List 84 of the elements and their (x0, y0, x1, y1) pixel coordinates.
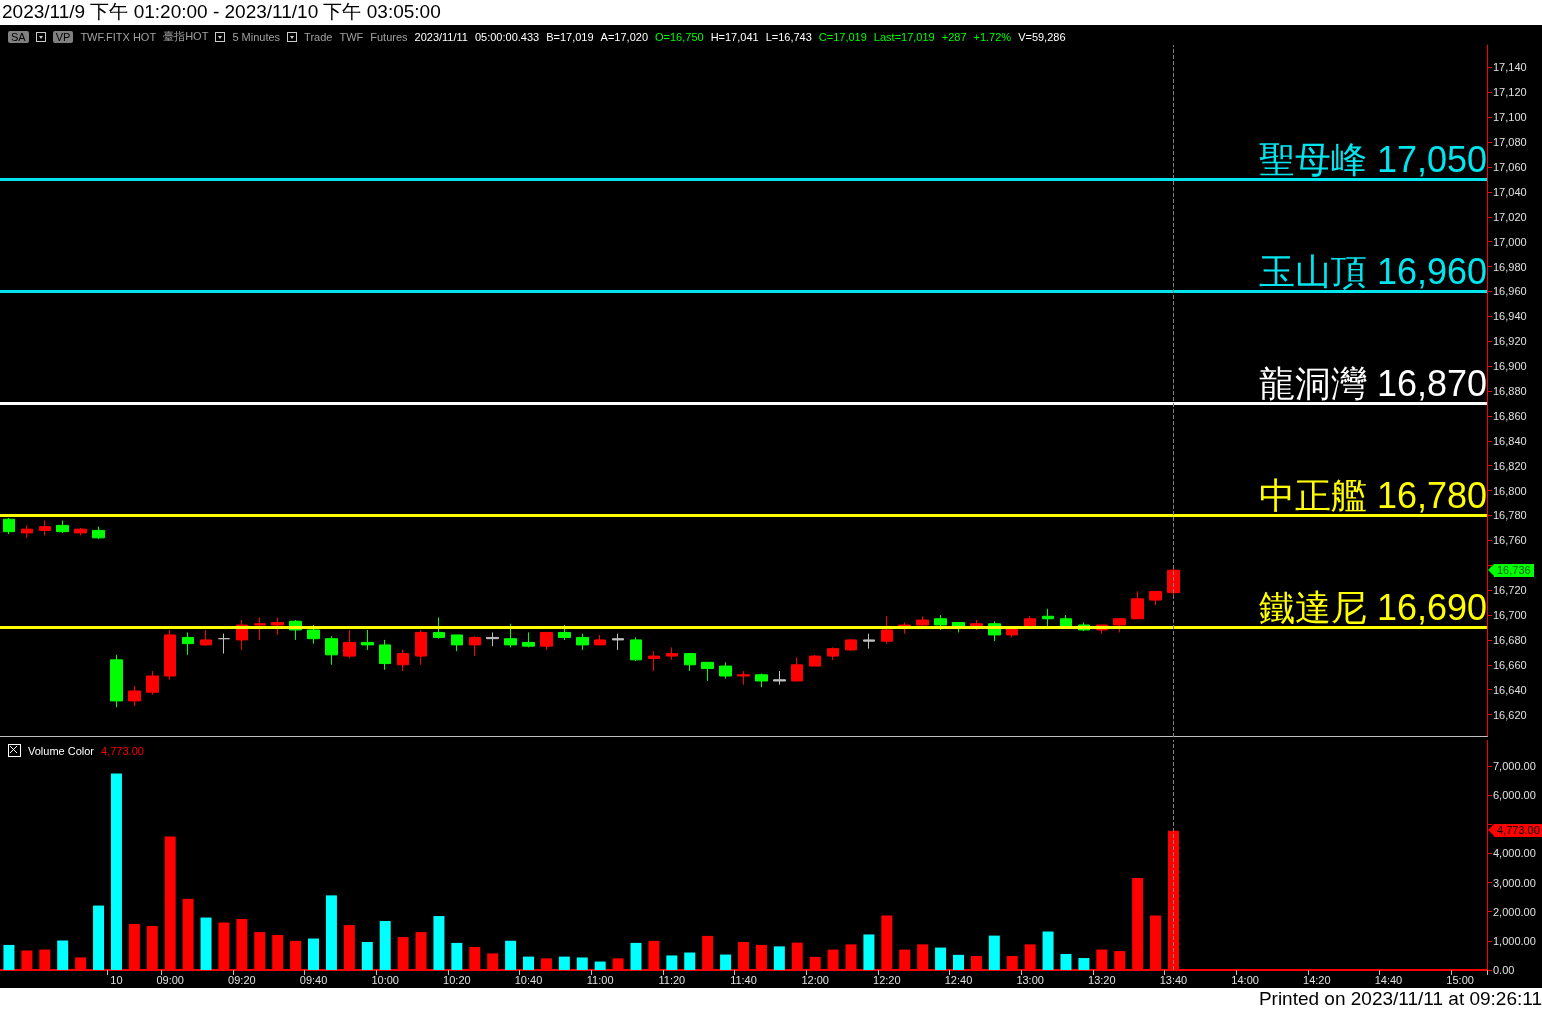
y-tick-label: 17,120 (1493, 86, 1527, 99)
y-tick-label: 7,000.00 (1493, 759, 1536, 772)
text: SA (8, 30, 29, 43)
x-tick-label: 10:20 (443, 973, 471, 986)
ref-line-label: 聖母峰 17,050 (1258, 138, 1487, 180)
y-tick-label: 0.00 (1493, 964, 1515, 976)
x-tick-label: 09:20 (228, 973, 256, 986)
ref-line-label: 中正艦 16,780 (1258, 474, 1487, 516)
text: Trade (304, 30, 333, 43)
x-tick-label: 10 (110, 973, 123, 986)
y-tick-label: 16,680 (1493, 633, 1527, 646)
ref-line-label: 龍洞灣 16,870 (1258, 362, 1487, 404)
text: C=17,019 (818, 30, 867, 43)
y-tick-label: 16,940 (1493, 310, 1527, 323)
x-tick-label: 11:00 (586, 973, 614, 986)
ref-line-label: 鐵達尼 16,690 (1258, 586, 1487, 628)
y-tick-label: 16,760 (1493, 534, 1527, 547)
text: B=17,019 (546, 30, 594, 43)
x-tick-label: 13:20 (1088, 973, 1116, 986)
y-tick-label: 6,000.00 (1493, 789, 1536, 802)
text: 臺指HOT (163, 29, 209, 44)
x-tick-label: 14:00 (1231, 973, 1259, 986)
text: TWF (339, 30, 364, 43)
text: H=17,041 (710, 30, 759, 43)
y-tick-label: 17,100 (1493, 111, 1527, 124)
y-tick-label: 17,080 (1493, 136, 1527, 149)
text: +287 (941, 30, 967, 43)
text: O=16,750 (655, 30, 704, 43)
chart-title: 2023/11/9 下午 01:20:00 - 2023/11/10 下午 03:05:00 (0, 0, 1542, 25)
x-tick-label: 09:00 (156, 973, 184, 986)
text: 5 Minutes (232, 30, 281, 43)
x-tick-label: 13:00 (1016, 973, 1044, 986)
y-tick-label: 4,000.00 (1493, 847, 1536, 860)
x-tick-label: 10:00 (371, 973, 399, 986)
y-tick-label: 16,800 (1493, 484, 1527, 497)
y-tick-label: 16,700 (1493, 609, 1527, 622)
text: A=17,020 (600, 30, 648, 43)
y-tick-label: 16,960 (1493, 285, 1527, 298)
chart-title: Volume Color (28, 744, 95, 757)
x-tick-label: 14:20 (1303, 973, 1331, 986)
y-tick-label: 16,620 (1493, 708, 1527, 721)
y-tick-label: 16,640 (1493, 683, 1527, 696)
text: Printed on 2023/11/11 at 09:26:11 (0, 988, 1542, 1009)
x-tick-label: 12:20 (873, 973, 901, 986)
y-tick-label: 17,020 (1493, 210, 1527, 223)
text: 16,736 (1497, 563, 1531, 576)
y-tick-label: 3,000.00 (1493, 876, 1536, 889)
y-tick-label: 16,660 (1493, 658, 1527, 671)
x-tick-label: 14:40 (1374, 973, 1403, 986)
text: TWF.FITX HOT (80, 30, 157, 43)
y-tick-label: 16,720 (1493, 584, 1527, 597)
text: 4,773.00 (1497, 824, 1540, 837)
y-tick-label: 16,860 (1493, 409, 1527, 422)
y-tick-label: 17,140 (1493, 61, 1527, 74)
annotation: 4,773.00 (101, 744, 144, 757)
x-tick-label: 12:40 (944, 973, 973, 986)
y-tick-label: 16,920 (1493, 335, 1527, 348)
x-tick-label: 13:40 (1159, 973, 1188, 986)
y-tick-label: 17,000 (1493, 235, 1527, 248)
text: 05:00:00.433 (474, 30, 540, 43)
text: V=59,286 (1018, 30, 1066, 43)
y-tick-label: 16,820 (1493, 459, 1527, 472)
text: 2023/11/11 (414, 30, 468, 43)
x-tick-label: 11:20 (658, 973, 686, 986)
y-tick-label: 16,780 (1493, 509, 1527, 522)
y-tick-label: 17,060 (1493, 160, 1527, 173)
x-tick-label: 09:40 (299, 973, 328, 986)
y-tick-label: 16,840 (1493, 434, 1527, 447)
y-tick-label: 16,980 (1493, 260, 1527, 273)
y-tick-label: 16,900 (1493, 360, 1527, 373)
text: VP (52, 30, 74, 43)
y-tick-label: 2,000.00 (1493, 905, 1536, 918)
text: +1.72% (973, 30, 1012, 43)
text: Last=17,019 (873, 30, 935, 43)
x-tick-label: 10:40 (514, 973, 543, 986)
y-tick-label: 17,040 (1493, 185, 1527, 198)
y-tick-label: 16,880 (1493, 385, 1527, 397)
text: L=16,743 (765, 30, 812, 43)
y-tick-label: 1,000.00 (1493, 934, 1536, 947)
ref-line-label: 玉山頂 16,960 (1258, 250, 1487, 292)
text: Futures (370, 30, 408, 43)
x-tick-label: 15:00 (1446, 973, 1474, 986)
x-tick-label: 11:40 (730, 973, 757, 986)
x-tick-label: 12:00 (801, 973, 829, 986)
